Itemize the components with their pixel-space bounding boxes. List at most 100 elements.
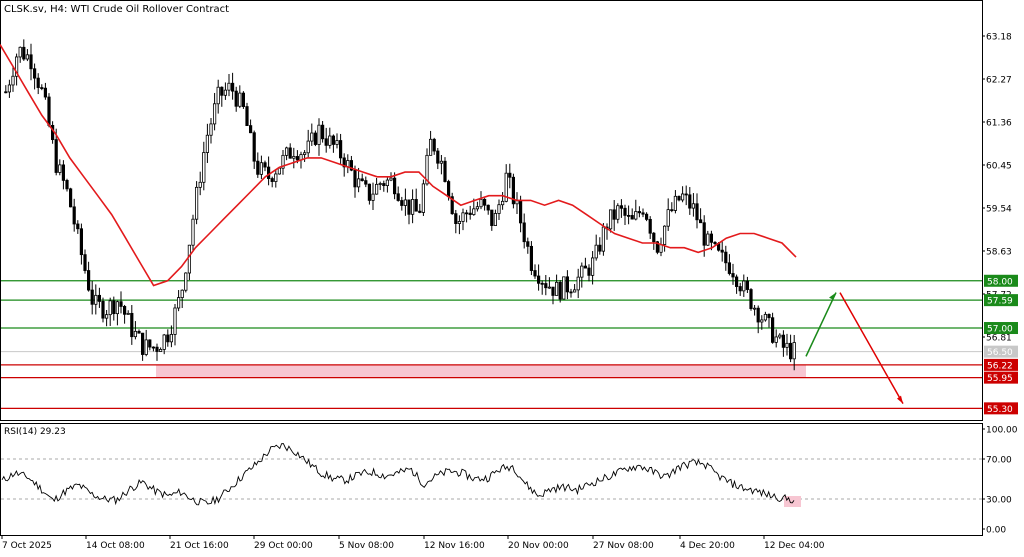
candle-body bbox=[634, 211, 638, 220]
candle-body bbox=[90, 289, 94, 305]
x-tick-label: 4 Dec 20:00 bbox=[680, 541, 735, 551]
candle-body bbox=[792, 342, 796, 360]
support-zone bbox=[156, 364, 806, 378]
rsi-tick-label: 30.00 bbox=[986, 496, 1012, 506]
candle-body bbox=[472, 208, 476, 215]
candle-body bbox=[663, 225, 667, 245]
candle-body bbox=[29, 54, 33, 70]
candle-body bbox=[133, 330, 137, 338]
candle-body bbox=[126, 312, 130, 315]
price-pane: 63.1862.2761.3660.4559.5458.6357.7256.81… bbox=[0, 33, 1018, 415]
candle-body bbox=[702, 222, 706, 246]
candle-body bbox=[627, 214, 631, 217]
candle-body bbox=[756, 307, 760, 323]
level-label-55.30: 55.30 bbox=[987, 405, 1013, 415]
candle-body bbox=[58, 164, 62, 173]
candle-body bbox=[61, 164, 66, 181]
y-tick-label: 56.81 bbox=[986, 334, 1012, 344]
candle-body bbox=[630, 215, 634, 220]
rsi-label: RSI(14) 29.23 bbox=[4, 427, 66, 437]
candle-body bbox=[645, 213, 649, 220]
candle-body bbox=[652, 232, 656, 243]
candle-body bbox=[681, 193, 685, 201]
candle-body bbox=[544, 283, 548, 289]
candle-body bbox=[238, 92, 242, 107]
candle-body bbox=[25, 54, 30, 60]
x-tick-label: 21 Oct 16:00 bbox=[170, 541, 229, 551]
candle-body bbox=[43, 87, 48, 98]
candle-body bbox=[601, 226, 606, 252]
candle-body bbox=[270, 178, 274, 182]
candle-body bbox=[245, 106, 249, 127]
candle-body bbox=[504, 172, 508, 202]
y-tick-label: 59.54 bbox=[986, 205, 1012, 215]
candle-body bbox=[317, 124, 321, 145]
candle-body bbox=[130, 312, 134, 338]
candle-body bbox=[400, 200, 404, 206]
candle-body bbox=[18, 46, 22, 58]
current-price-label: 56.50 bbox=[987, 348, 1013, 358]
candle-body bbox=[202, 152, 206, 183]
candle-body bbox=[482, 198, 487, 206]
candle-body bbox=[533, 270, 537, 277]
candle-body bbox=[22, 46, 26, 60]
projection-down-arrowhead bbox=[897, 395, 903, 404]
candle-body bbox=[342, 157, 346, 168]
candle-body bbox=[587, 267, 591, 276]
candle-body bbox=[547, 286, 552, 289]
candle-body bbox=[155, 346, 159, 352]
candle-body bbox=[83, 254, 87, 271]
candle-body bbox=[497, 204, 501, 214]
candle-body bbox=[753, 307, 757, 310]
y-tick-label: 61.36 bbox=[986, 119, 1012, 129]
candle-body bbox=[569, 291, 573, 294]
candle-body bbox=[324, 138, 328, 146]
x-tick-label: 12 Nov 16:00 bbox=[424, 541, 485, 551]
candle-body bbox=[252, 132, 256, 162]
candle-body bbox=[371, 193, 375, 201]
candle-body bbox=[198, 181, 202, 188]
level-tag-57.00 bbox=[984, 322, 1018, 335]
candle-body bbox=[284, 147, 289, 156]
candle-body bbox=[763, 313, 768, 321]
candle-body bbox=[648, 218, 652, 234]
candle-body bbox=[493, 213, 498, 226]
time-axis: 7 Oct 2025 14 Oct 08:00 21 Oct 16:00 29 Oct… bbox=[1, 535, 825, 551]
candle-body bbox=[443, 160, 447, 182]
candle-body bbox=[659, 244, 663, 253]
candle-body bbox=[212, 103, 217, 125]
candle-body bbox=[749, 289, 753, 309]
candle-body bbox=[439, 160, 444, 164]
current-price-tag bbox=[984, 345, 1018, 358]
candle-body bbox=[526, 241, 530, 247]
candle-body bbox=[479, 198, 483, 208]
candle-body bbox=[591, 257, 595, 276]
y-tick-label: 58.63 bbox=[986, 248, 1012, 258]
level-label-56.22: 56.22 bbox=[987, 361, 1013, 371]
x-tick-label: 20 Nov 00:00 bbox=[508, 541, 569, 551]
candle-body bbox=[115, 301, 119, 315]
candle-body bbox=[292, 156, 296, 159]
candle-body bbox=[583, 265, 588, 269]
candle-body bbox=[166, 334, 170, 343]
level-label-55.95: 55.95 bbox=[987, 374, 1013, 384]
candle-body bbox=[313, 132, 318, 145]
candle-body bbox=[367, 183, 372, 201]
candle-body bbox=[306, 140, 310, 154]
candle-body bbox=[623, 207, 627, 216]
candle-body bbox=[450, 196, 454, 215]
candle-body bbox=[720, 249, 724, 253]
candle-body bbox=[40, 87, 44, 89]
chart-header: CLSK.sv, H4: WTI Crude Oil Rollover Cont… bbox=[4, 4, 229, 15]
candle-body bbox=[76, 223, 80, 230]
candle-body bbox=[673, 195, 678, 211]
candle-body bbox=[230, 82, 235, 92]
candle-body bbox=[256, 160, 260, 175]
candle-body bbox=[666, 209, 670, 227]
candle-body bbox=[328, 135, 332, 146]
candle-body bbox=[418, 210, 422, 213]
candle-body bbox=[446, 181, 451, 198]
candle-body bbox=[151, 346, 155, 349]
